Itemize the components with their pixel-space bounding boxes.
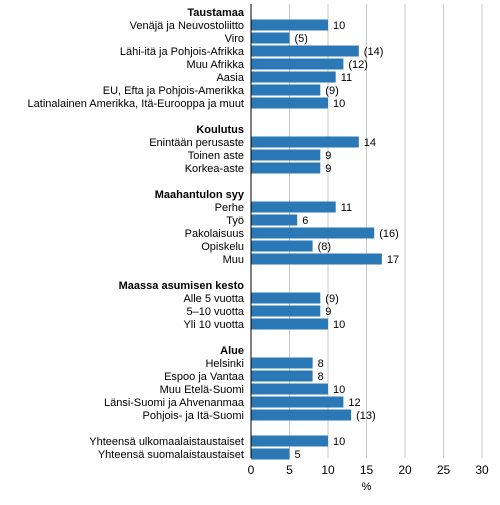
category-label: Pohjois- ja Itä-Suomi (143, 410, 245, 422)
bar-layer (251, 19, 382, 460)
category-label: Espoo ja Vantaa (164, 371, 245, 383)
category-label: Venäjä ja Neuvostoliitto (130, 20, 244, 32)
bar (251, 292, 321, 304)
category-label: Alle 5 vuotta (183, 293, 244, 305)
data-label: 11 (341, 202, 352, 214)
data-label: 8 (318, 371, 324, 383)
data-label: 5 (295, 449, 301, 461)
category-label: Opiskelu (201, 241, 244, 253)
bar (251, 409, 352, 421)
bar (251, 71, 336, 83)
bar (251, 396, 344, 408)
data-label: 11 (341, 72, 352, 84)
category-label: Viro (225, 33, 244, 45)
x-tick-label: 30 (475, 463, 489, 477)
bar (251, 32, 290, 44)
data-label: (5) (295, 33, 308, 45)
category-label: Perhe (215, 202, 244, 214)
category-label: Lähi-itä ja Pohjois-Afrikka (120, 46, 245, 58)
category-label: Enintään perusaste (149, 137, 244, 149)
bar (251, 253, 382, 265)
category-label: Yhteensä ulkomaalaistaustaiset (89, 436, 244, 448)
bar (251, 357, 313, 369)
data-label: (12) (348, 59, 368, 71)
data-label: 10 (333, 319, 345, 331)
data-label: 17 (387, 254, 399, 266)
data-label: (9) (325, 293, 338, 305)
group-title: Maahantulon syy (155, 189, 245, 201)
category-label: Helsinki (205, 358, 244, 370)
category-label: Korkea-aste (185, 163, 244, 175)
data-label: (13) (356, 410, 376, 422)
bar (251, 370, 313, 382)
group-title: Taustamaa (187, 7, 245, 19)
bar (251, 214, 298, 226)
data-label: 10 (333, 20, 345, 32)
bar (251, 435, 328, 447)
x-tick-label: 20 (398, 463, 412, 477)
group-title: Maassa asumisen kesto (119, 280, 245, 292)
x-tick-label: 15 (360, 463, 374, 477)
group-title: Koulutus (196, 124, 244, 136)
data-label: 10 (333, 98, 345, 110)
data-label: 9 (325, 306, 331, 318)
data-label: 10 (333, 384, 345, 396)
data-label: 10 (333, 436, 345, 448)
bar (251, 84, 321, 96)
category-label: Latinalainen Amerikka, Itä-Eurooppa ja m… (28, 98, 244, 110)
category-label: Länsi-Suomi ja Ahvenanmaa (104, 397, 245, 409)
x-axis-title: % (362, 481, 372, 493)
data-label: 9 (325, 163, 331, 175)
category-label: Pakolaisuus (185, 228, 245, 240)
data-label: (16) (379, 228, 399, 240)
data-label: 14 (364, 137, 376, 149)
category-label: 5–10 vuotta (187, 306, 245, 318)
x-tick-label: 25 (437, 463, 451, 477)
x-tick-label: 0 (248, 463, 255, 477)
bar (251, 19, 328, 31)
data-label: 12 (348, 397, 360, 409)
bar (251, 448, 290, 460)
category-label: Toinen aste (188, 150, 244, 162)
data-label: (14) (364, 46, 384, 58)
category-label: Yli 10 vuotta (183, 319, 244, 331)
bar (251, 383, 328, 395)
data-label: (9) (325, 85, 338, 97)
bar (251, 136, 359, 148)
bar (251, 149, 321, 161)
category-label: Aasia (216, 72, 244, 84)
category-label: Muu Etelä-Suomi (160, 384, 244, 396)
bar (251, 45, 359, 57)
data-label: 8 (318, 358, 324, 370)
category-label: Yhteensä suomalaistaustaiset (98, 449, 244, 461)
data-label: 6 (302, 215, 308, 227)
bar (251, 97, 328, 109)
bar (251, 227, 375, 239)
category-label: Muu (223, 254, 244, 266)
category-label: Muu Afrikka (187, 59, 245, 71)
category-label: Työ (226, 215, 244, 227)
x-axis: 0 5 10 15 20 25 30% (248, 4, 489, 493)
bar (251, 305, 321, 317)
bar (251, 240, 313, 252)
bar (251, 162, 321, 174)
x-tick-label: 5 (286, 463, 293, 477)
bar (251, 201, 336, 213)
group-title: Alue (220, 345, 244, 357)
category-label: EU, Efta ja Pohjois-Amerikka (103, 85, 245, 97)
bar (251, 58, 344, 70)
data-label: 9 (325, 150, 331, 162)
x-tick-label: 10 (321, 463, 335, 477)
bar (251, 318, 328, 330)
data-label: (8) (318, 241, 331, 253)
